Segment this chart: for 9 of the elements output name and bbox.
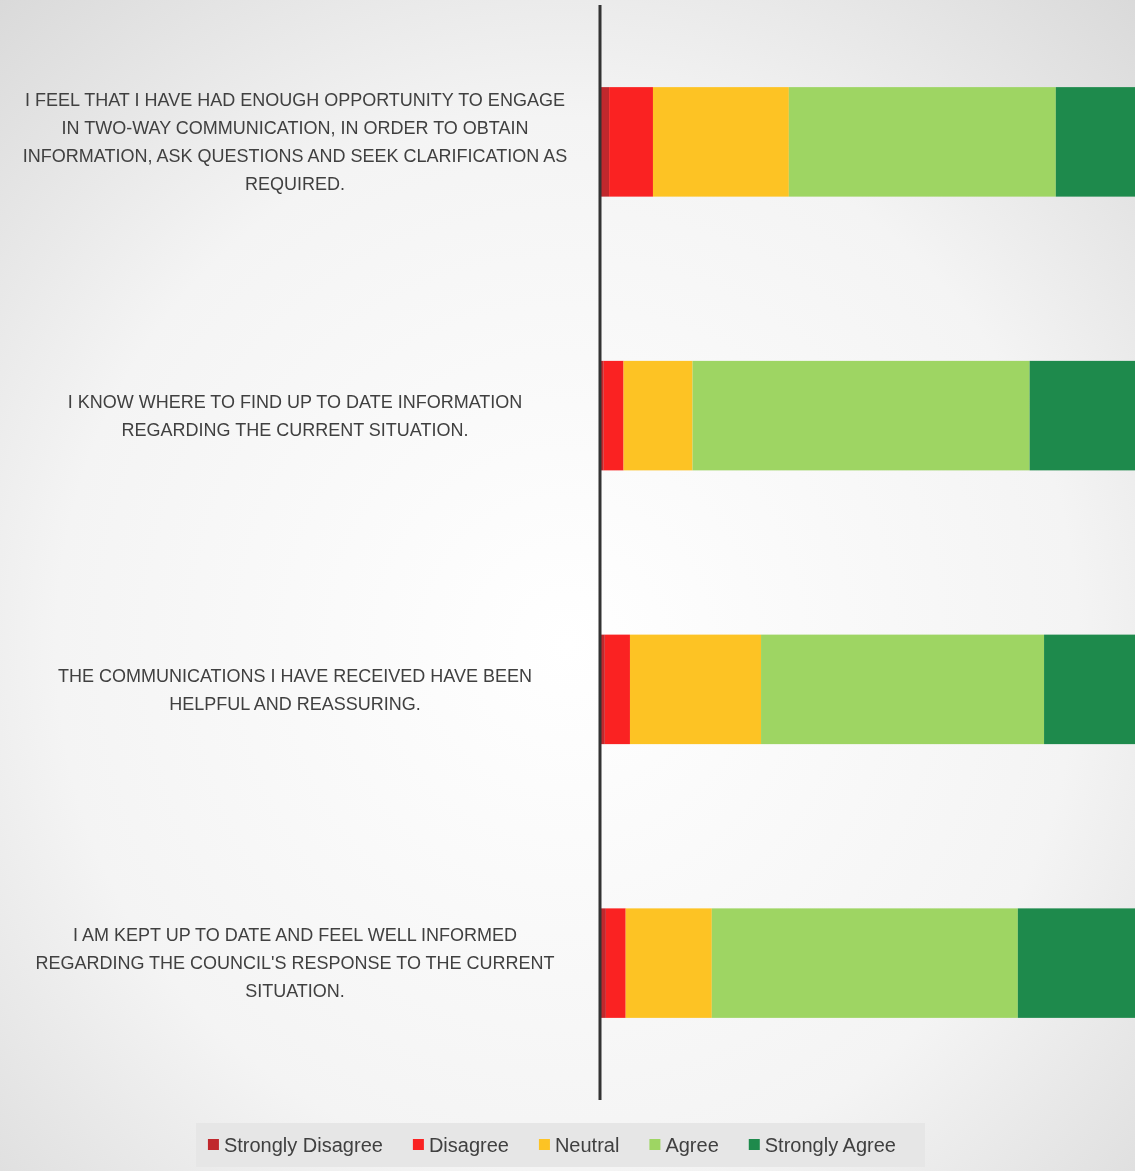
legend-label: Strongly Disagree <box>223 1134 383 1156</box>
y-tick-label: I KNOW WHERE TO FIND UP TO DATE INFORMATION REGARDING THE CURRENT SITUATION. <box>67 391 523 440</box>
y-tick-label: THE COMMUNICATIONS I HAVE RECEIVED HAVE BEEN HELPFUL AND REASSURING. <box>57 665 533 714</box>
legend-label: Disagree <box>428 1134 509 1156</box>
legend-label: Agree <box>665 1134 719 1156</box>
legend-label: Strongly Agree <box>764 1134 896 1156</box>
y-tick-label: I AM KEPT UP TO DATE AND FEEL WELL INFORMED REGARDING THE COUNCIL'S RESPONSE TO THE CURRENT SITUATION. <box>35 925 555 1002</box>
y-tick-label: I FEEL THAT I HAVE HAD ENOUGH OPPORTUNITY TO ENGAGE IN TWO-WAY COMMUNICATION, IN ORDER TO OBTAIN INFORMATION, ASK QUESTIONS AND SEEK CLARIFICATION AS REQUIRED. <box>22 90 568 195</box>
legend-label: Neutral <box>554 1134 620 1156</box>
